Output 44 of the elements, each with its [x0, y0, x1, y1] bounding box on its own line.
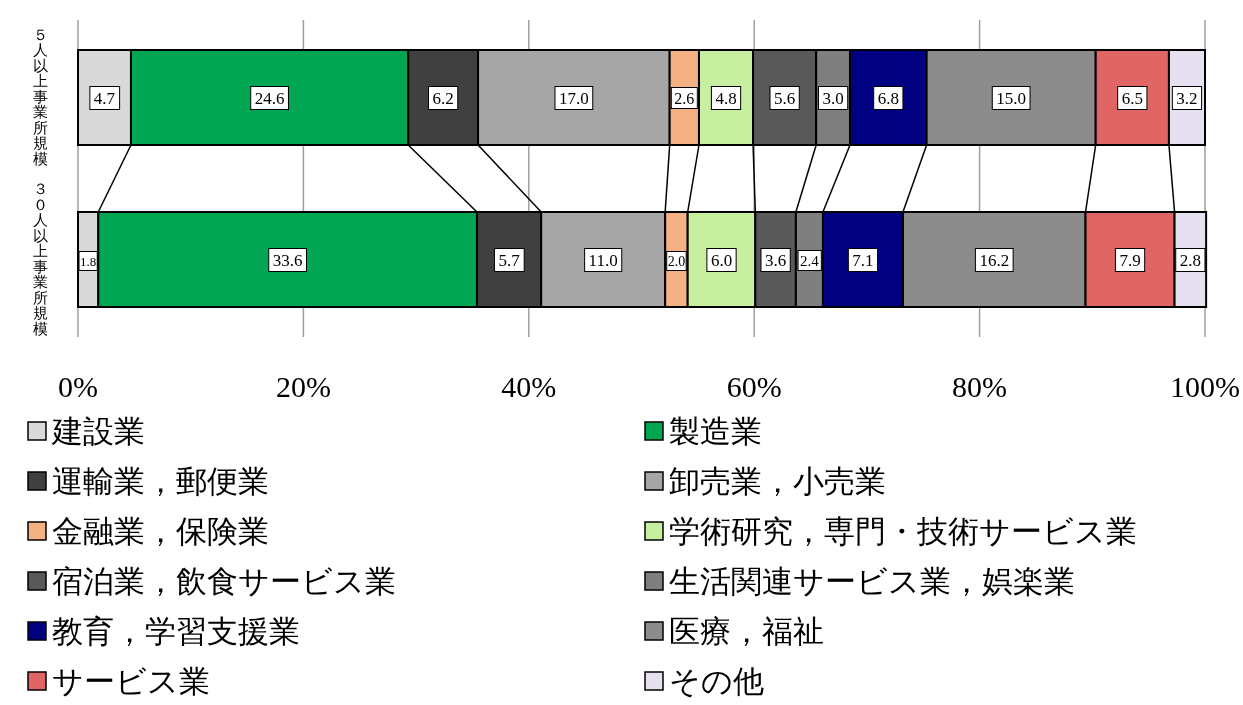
data-label: 2.0: [667, 253, 686, 269]
data-label: 17.0: [559, 88, 589, 108]
data-label: 7.1: [852, 250, 874, 270]
data-label: 33.6: [272, 250, 303, 270]
data-label: 6.5: [1121, 88, 1143, 108]
legend-label: 卸売業，小売業: [669, 464, 886, 499]
data-label: 3.0: [822, 88, 844, 108]
legend-label: 教育，学習支援業: [52, 614, 300, 649]
data-label: 3.6: [764, 250, 787, 270]
data-label: 6.0: [710, 250, 733, 270]
data-label: 11.0: [588, 250, 618, 270]
data-label: 3.2: [1176, 88, 1198, 108]
legend-label: 学術研究，専門・技術サービス業: [669, 514, 1137, 549]
data-label: 16.2: [979, 250, 1010, 270]
x-tick-label: 100%: [1170, 370, 1240, 403]
legend-label: 医療，福祉: [669, 614, 824, 649]
legend-label: 製造業: [669, 414, 762, 449]
legend-label: サービス業: [52, 664, 210, 699]
y-tick-label: ５人以上事業所規模: [32, 26, 48, 167]
data-label: 5.7: [498, 250, 521, 270]
x-tick-label: 80%: [952, 370, 1008, 403]
legend-label: 建設業: [51, 414, 145, 449]
data-label: 2.6: [674, 89, 695, 107]
x-tick-label: 20%: [275, 370, 331, 403]
data-label: 7.9: [1119, 250, 1141, 270]
data-label: 24.6: [254, 88, 285, 108]
legend-label: 金融業，保険業: [52, 514, 269, 549]
data-label: 6.8: [877, 88, 899, 108]
data-label: 2.4: [800, 252, 820, 269]
legend-label: その他: [669, 664, 764, 699]
legend-label: 生活関連サービス業，娯楽業: [669, 564, 1075, 599]
legend-label: 宿泊業，飲食サービス業: [52, 564, 396, 599]
data-label: 5.6: [774, 88, 796, 108]
y-tick-label: ３０人以上事業所規模: [32, 181, 48, 337]
data-label: 4.8: [715, 88, 737, 108]
legend-label: 運輸業，郵便業: [52, 464, 269, 499]
x-tick-label: 0%: [58, 370, 98, 403]
x-tick-label: 60%: [726, 370, 782, 403]
data-label: 2.8: [1179, 250, 1201, 270]
data-label: 15.0: [996, 88, 1027, 108]
data-label: 4.7: [93, 88, 116, 108]
data-label: 6.2: [432, 88, 454, 108]
data-label: 1.8: [80, 253, 97, 269]
x-tick-label: 40%: [501, 370, 557, 403]
